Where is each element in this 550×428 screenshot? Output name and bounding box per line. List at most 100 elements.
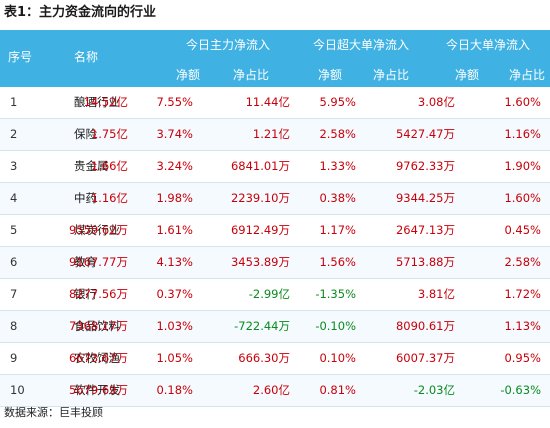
main-ratio-value: 1.05% (156, 351, 193, 365)
large-ratio-value: 1.16% (504, 127, 541, 141)
table-row: 6 教育 9167.77万 4.13% 3453.89万 1.56% 5713.88万 2.5… (0, 247, 550, 279)
row-name: 软件开发 (74, 383, 120, 397)
super-ratio-value: 0.38% (319, 191, 356, 205)
table-row: 1 酿酒行业 14.52亿 7.55% 11.44亿 5.95% 3.08亿 1.60% (0, 87, 550, 119)
table-row: 2 保险 1.75亿 3.74% 1.21亿 2.58% 5427.47万 1.16% (0, 119, 550, 151)
header-name: 名称 (74, 50, 99, 64)
row-index: 9 (10, 351, 18, 365)
header-sub-row: 净额 净占比 净额 净占比 净额 净占比 (0, 57, 550, 87)
main-ratio-value: 7.55% (156, 95, 193, 109)
large-net-value: 6007.37万 (395, 351, 455, 365)
row-index: 5 (10, 223, 18, 237)
super-net-value: 6841.01万 (230, 159, 290, 173)
super-ratio-value: 1.17% (319, 223, 356, 237)
large-net-value: 5713.88万 (395, 255, 455, 269)
header-large-net: 净额 (455, 68, 480, 82)
table-row: 5 煤炭行业 9559.62万 1.61% 6912.49万 1.17% 2647.13万 0… (0, 215, 550, 247)
large-net-value: 2647.13万 (395, 223, 455, 237)
row-index: 4 (10, 191, 18, 205)
header-index: 序号 (8, 50, 33, 64)
super-ratio-value: 2.58% (319, 127, 356, 141)
main-ratio-value: 4.13% (156, 255, 193, 269)
large-net-value: 3.08亿 (417, 95, 455, 109)
row-index: 10 (10, 383, 25, 397)
large-net-value: 3.81亿 (417, 287, 455, 301)
row-name: 保险 (74, 127, 97, 141)
table-row: 4 中药 1.16亿 1.98% 2239.10万 0.38% 9344.25万 1.60% (0, 183, 550, 215)
super-net-value: 6912.49万 (230, 223, 290, 237)
row-name: 贵金属 (74, 159, 109, 173)
main-net-value: 7368.17万 (68, 319, 128, 333)
main-ratio-value: 0.18% (156, 383, 193, 397)
super-ratio-value: 0.10% (319, 351, 356, 365)
header-large-ratio: 净占比 (509, 68, 546, 82)
super-ratio-value: 1.56% (319, 255, 356, 269)
group-large-inflow: 今日大单净流入 (446, 38, 531, 52)
super-net-value: -2.99亿 (248, 287, 290, 301)
main-net-value: 1.16亿 (90, 191, 128, 205)
row-index: 2 (10, 127, 18, 141)
table-body: 1 酿酒行业 14.52亿 7.55% 11.44亿 5.95% 3.08亿 1.60% 2 保险… (0, 87, 550, 407)
table-header: 今日主力净流入 今日超大单净流入 今日大单净流入 序号 名称 净额 净占比 净额… (0, 30, 550, 87)
large-ratio-value: 0.95% (504, 351, 541, 365)
row-index: 7 (10, 287, 18, 301)
header-main-net: 净额 (176, 68, 201, 82)
large-ratio-value: 0.45% (504, 223, 541, 237)
row-index: 8 (10, 319, 18, 333)
table-row: 10 软件开发 5679.69万 0.18% 2.60亿 0.81% -2.03亿 -0.63… (0, 375, 550, 407)
super-ratio-value: 0.81% (319, 383, 356, 397)
header-super-net: 净额 (318, 68, 343, 82)
row-index: 6 (10, 255, 18, 269)
main-ratio-value: 0.37% (156, 287, 193, 301)
main-net-value: 9167.77万 (68, 255, 128, 269)
row-name: 酿酒行业 (74, 95, 120, 109)
main-ratio-value: 1.61% (156, 223, 193, 237)
large-net-value: 9762.33万 (395, 159, 455, 173)
header-super-ratio: 净占比 (373, 68, 410, 82)
large-net-value: 8090.61万 (395, 319, 455, 333)
main-net-value: 6673.67万 (68, 351, 128, 365)
header-main-ratio: 净占比 (233, 68, 270, 82)
super-ratio-value: 5.95% (319, 95, 356, 109)
large-ratio-value: 2.58% (504, 255, 541, 269)
super-net-value: 3453.89万 (230, 255, 290, 269)
super-net-value: 1.21亿 (252, 127, 290, 141)
table-row: 7 银行 8277.56万 0.37% -2.99亿 -1.35% 3.81亿 1.72% (0, 279, 550, 311)
main-ratio-value: 1.03% (156, 319, 193, 333)
large-net-value: 5427.47万 (395, 127, 455, 141)
super-net-value: 2239.10万 (230, 191, 290, 205)
main-net-value: 9559.62万 (68, 223, 128, 237)
super-net-value: -722.44万 (234, 319, 290, 333)
large-ratio-value: 1.90% (504, 159, 541, 173)
super-ratio-value: -1.35% (315, 287, 356, 301)
main-net-value: 8277.56万 (68, 287, 128, 301)
row-name: 教育 (74, 255, 97, 269)
main-ratio-value: 3.24% (156, 159, 193, 173)
super-net-value: 2.60亿 (252, 383, 290, 397)
main-net-value: 1.66亿 (90, 159, 128, 173)
large-ratio-value: 1.60% (504, 95, 541, 109)
row-name: 食品饮料 (74, 319, 120, 333)
main-net-value: 5679.69万 (68, 383, 128, 397)
super-ratio-value: -0.10% (315, 319, 356, 333)
large-ratio-value: 1.60% (504, 191, 541, 205)
row-name: 银行 (74, 287, 97, 301)
super-net-value: 11.44亿 (245, 95, 290, 109)
row-name: 煤炭行业 (74, 223, 120, 237)
large-ratio-value: 1.72% (504, 287, 541, 301)
table-row: 3 贵金属 1.66亿 3.24% 6841.01万 1.33% 9762.33万 1.90% (0, 151, 550, 183)
row-index: 1 (10, 95, 18, 109)
row-name: 中药 (74, 191, 97, 205)
main-ratio-value: 1.98% (156, 191, 193, 205)
large-ratio-value: -0.63% (500, 383, 541, 397)
row-index: 3 (10, 159, 18, 173)
fund-flow-table: 今日主力净流入 今日超大单净流入 今日大单净流入 序号 名称 净额 净占比 净额… (0, 30, 550, 407)
large-net-value: -2.03亿 (413, 383, 455, 397)
super-ratio-value: 1.33% (319, 159, 356, 173)
main-net-value: 14.52亿 (83, 95, 128, 109)
super-net-value: 666.30万 (238, 351, 290, 365)
header-group-row: 今日主力净流入 今日超大单净流入 今日大单净流入 序号 名称 (0, 30, 550, 64)
table-row: 8 食品饮料 7368.17万 1.03% -722.44万 -0.10% 8090.61万… (0, 311, 550, 343)
data-source-note: 数据来源：巨丰投顾 (4, 406, 103, 419)
table-row: 9 农牧饲渔 6673.67万 1.05% 666.30万 0.10% 6007.37万 0.… (0, 343, 550, 375)
